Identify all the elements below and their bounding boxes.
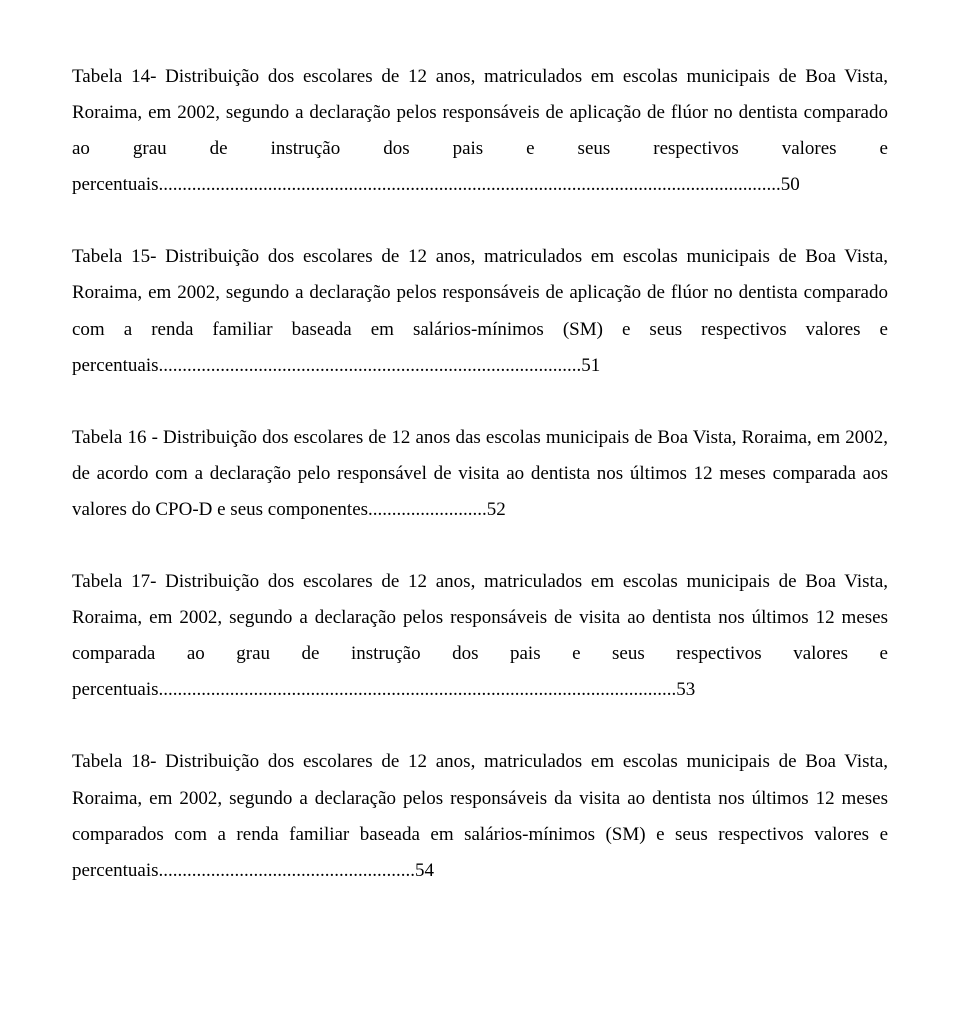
toc-entry-tabela-14: Tabela 14- Distribuição dos escolares de… [72, 59, 888, 203]
toc-entry-tabela-16: Tabela 16 - Distribuição dos escolares d… [72, 420, 888, 528]
toc-entry-tabela-17: Tabela 17- Distribuição dos escolares de… [72, 564, 888, 708]
toc-entry-tabela-18: Tabela 18- Distribuição dos escolares de… [72, 744, 888, 888]
page-body: Tabela 14- Distribuição dos escolares de… [0, 0, 960, 965]
toc-entry-tabela-15: Tabela 15- Distribuição dos escolares de… [72, 239, 888, 383]
